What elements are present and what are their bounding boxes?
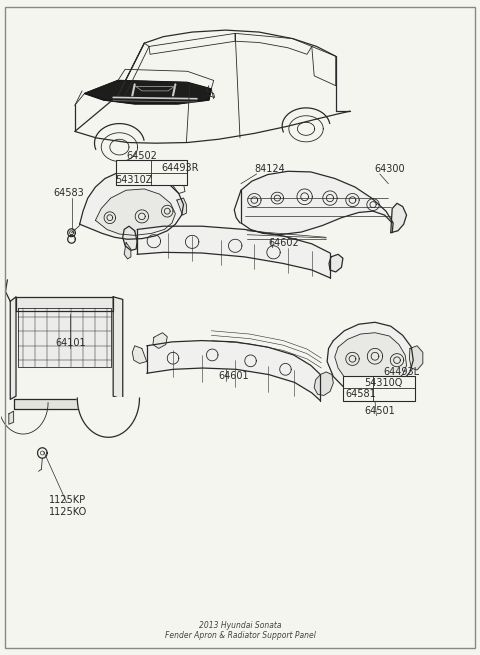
Polygon shape xyxy=(13,400,123,409)
Polygon shape xyxy=(329,254,343,272)
Text: 64602: 64602 xyxy=(269,238,300,248)
Text: 64300: 64300 xyxy=(374,164,405,174)
Polygon shape xyxy=(147,341,321,401)
Polygon shape xyxy=(16,297,113,311)
Polygon shape xyxy=(409,346,423,370)
Text: 64493L: 64493L xyxy=(384,367,420,377)
Polygon shape xyxy=(77,398,140,438)
Polygon shape xyxy=(124,242,131,259)
Bar xyxy=(343,376,415,401)
Polygon shape xyxy=(314,372,333,396)
Polygon shape xyxy=(10,297,16,400)
Bar xyxy=(116,160,187,185)
Text: 64502: 64502 xyxy=(126,151,157,161)
Polygon shape xyxy=(80,171,183,239)
Polygon shape xyxy=(18,308,111,367)
Text: 64493R: 64493R xyxy=(161,163,199,174)
Polygon shape xyxy=(391,203,407,233)
Text: 84124: 84124 xyxy=(254,164,285,174)
Text: 2013 Hyundai Sonata
Fender Apron & Radiator Support Panel: 2013 Hyundai Sonata Fender Apron & Radia… xyxy=(165,620,315,640)
Text: 1125KO: 1125KO xyxy=(48,507,87,517)
Text: 64101: 64101 xyxy=(56,339,86,348)
Polygon shape xyxy=(241,172,393,234)
Polygon shape xyxy=(137,226,330,278)
Text: 64501: 64501 xyxy=(364,405,395,416)
Text: 54310Q: 54310Q xyxy=(364,378,403,388)
Polygon shape xyxy=(177,198,186,215)
Polygon shape xyxy=(153,333,167,348)
Polygon shape xyxy=(132,346,147,364)
Polygon shape xyxy=(96,189,175,235)
Text: 54310Z: 54310Z xyxy=(116,175,153,185)
Polygon shape xyxy=(327,322,413,392)
Polygon shape xyxy=(123,226,137,250)
Polygon shape xyxy=(84,81,211,104)
Text: 64583: 64583 xyxy=(53,188,84,198)
Text: 64601: 64601 xyxy=(218,371,249,381)
Text: 1125KP: 1125KP xyxy=(48,495,86,505)
Polygon shape xyxy=(9,411,13,424)
Text: 64581: 64581 xyxy=(345,389,376,400)
Polygon shape xyxy=(335,333,407,386)
Polygon shape xyxy=(113,297,123,400)
